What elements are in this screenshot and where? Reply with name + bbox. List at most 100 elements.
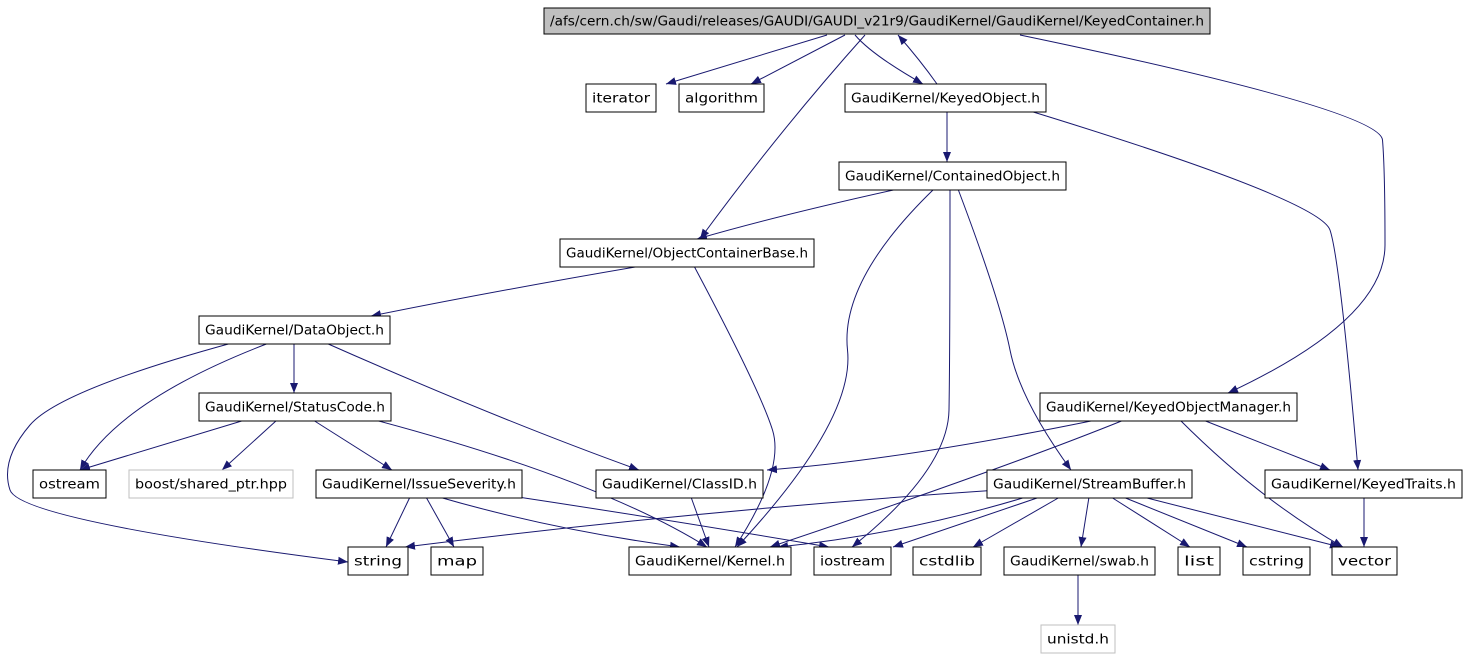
node-label: string <box>354 555 402 570</box>
node-ostream[interactable]: ostream <box>32 469 107 499</box>
node-label: algorithm <box>685 92 758 107</box>
edge-containedobject-to-kernel <box>736 188 935 548</box>
edge-streambuffer-to-swab <box>1078 496 1090 548</box>
edge-issueseverity-to-iostream <box>517 496 830 550</box>
node-box <box>585 83 657 113</box>
node-box <box>32 469 107 499</box>
node-containedobject[interactable]: GaudiKernel/ContainedObject.h <box>838 161 1067 191</box>
node-box <box>1039 392 1298 422</box>
node-label: /afs/cern.ch/sw/Gaudi/releases/GAUDI/GAU… <box>550 15 1204 30</box>
node-label: cstdlib <box>919 555 975 570</box>
node-label: GaudiKernel/KeyedObject.h <box>851 92 1040 107</box>
node-label: GaudiKernel/IssueSeverity.h <box>322 478 516 493</box>
node-box <box>813 546 892 576</box>
node-shared_ptr: boost/shared_ptr.hpp <box>128 469 294 499</box>
node-keyedcontainer[interactable]: /afs/cern.ch/sw/Gaudi/releases/GAUDI/GAU… <box>543 7 1211 35</box>
node-issueseverity[interactable]: GaudiKernel/IssueSeverity.h <box>315 469 523 499</box>
edge-keyedobjectmanager-to-keyedtraits <box>1202 419 1331 471</box>
node-box <box>912 546 982 576</box>
node-box <box>1040 624 1116 654</box>
node-objectcontainerbase[interactable]: GaudiKernel/ObjectContainerBase.h <box>559 238 815 268</box>
node-algorithm[interactable]: algorithm <box>678 83 765 113</box>
edge-keyedcontainer-to-algorithm <box>750 34 846 85</box>
edge-dataobject-to-classid <box>325 342 640 471</box>
node-label: GaudiKernel/ObjectContainerBase.h <box>566 247 808 262</box>
node-list[interactable]: list <box>1177 546 1221 576</box>
node-box <box>347 546 409 576</box>
node-label: map <box>437 555 477 570</box>
node-box <box>128 469 294 499</box>
node-box <box>198 392 392 422</box>
node-label: iostream <box>820 555 885 570</box>
node-box <box>595 469 764 499</box>
node-label: GaudiKernel/StatusCode.h <box>205 401 385 416</box>
node-iterator[interactable]: iterator <box>585 83 657 113</box>
node-box <box>543 7 1211 35</box>
edge-streambuffer-to-string <box>404 489 999 550</box>
edge-streambuffer-to-iostream <box>892 496 1041 548</box>
node-label: list <box>1184 555 1214 570</box>
edge-issueseverity-to-map <box>425 496 455 548</box>
edge-keyedobjectmanager-to-kernel <box>769 419 1125 548</box>
edge-streambuffer-to-vector <box>1142 496 1341 549</box>
node-label: GaudiKernel/Kernel.h <box>635 555 785 570</box>
node-vector[interactable]: vector <box>1331 546 1398 576</box>
edge-objectcontainerbase-to-dataobject <box>370 265 642 318</box>
node-box <box>986 469 1193 499</box>
node-box <box>838 161 1067 191</box>
node-label: vector <box>1338 555 1392 570</box>
edge-keyedobject-to-keyedcontainer <box>897 34 938 85</box>
edge-dataobject-to-string <box>7 342 349 565</box>
node-box <box>315 469 523 499</box>
node-unistd: unistd.h <box>1040 624 1116 654</box>
edge-statuscode-to-kernel <box>374 419 708 548</box>
node-kernel[interactable]: GaudiKernel/Kernel.h <box>628 546 792 576</box>
node-box <box>1264 469 1463 499</box>
node-box <box>430 546 484 576</box>
node-box <box>628 546 792 576</box>
edge-keyedcontainer-to-objectcontainerbase <box>699 34 866 240</box>
edge-statuscode-to-ostream <box>79 419 246 471</box>
edge-keyedcontainer-to-iterator <box>665 34 828 85</box>
node-box <box>559 238 815 268</box>
node-label: ostream <box>39 478 100 493</box>
edge-streambuffer-to-cstdlib <box>972 496 1061 548</box>
edge-issueseverity-to-string <box>385 496 411 548</box>
node-keyedtraits[interactable]: GaudiKernel/KeyedTraits.h <box>1264 469 1463 499</box>
edge-statuscode-to-issueseverity <box>312 419 393 471</box>
edge-keyedobject-to-keyedtraits <box>1029 110 1362 471</box>
node-box <box>1242 546 1311 576</box>
node-label: GaudiKernel/swab.h <box>1010 555 1149 570</box>
node-cstring[interactable]: cstring <box>1242 546 1311 576</box>
node-label: cstring <box>1249 555 1304 570</box>
node-label: GaudiKernel/ContainedObject.h <box>845 170 1060 185</box>
node-statuscode[interactable]: GaudiKernel/StatusCode.h <box>198 392 392 422</box>
node-classid[interactable]: GaudiKernel/ClassID.h <box>595 469 764 499</box>
edge-keyedcontainer-to-keyedobjectmanager <box>1019 34 1386 394</box>
node-iostream[interactable]: iostream <box>813 546 892 576</box>
edge-containedobject-to-iostream <box>851 188 951 548</box>
node-keyedobjectmanager[interactable]: GaudiKernel/KeyedObjectManager.h <box>1039 392 1298 422</box>
node-label: GaudiKernel/KeyedTraits.h <box>1271 478 1456 493</box>
node-label: GaudiKernel/DataObject.h <box>205 324 384 339</box>
edge-containedobject-to-objectcontainerbase <box>696 188 899 241</box>
edge-streambuffer-to-kernel <box>777 496 1027 551</box>
node-box <box>1177 546 1221 576</box>
node-streambuffer[interactable]: GaudiKernel/StreamBuffer.h <box>986 469 1193 499</box>
node-box <box>844 83 1047 113</box>
edge-statuscode-to-shared_ptr <box>221 419 278 471</box>
edge-streambuffer-to-list <box>1110 496 1191 548</box>
node-string[interactable]: string <box>347 546 409 576</box>
node-dataobject[interactable]: GaudiKernel/DataObject.h <box>198 315 391 345</box>
node-swab[interactable]: GaudiKernel/swab.h <box>1003 546 1156 576</box>
edge-classid-to-kernel <box>690 496 710 548</box>
node-keyedobject[interactable]: GaudiKernel/KeyedObject.h <box>844 83 1047 113</box>
edge-issueseverity-to-kernel <box>438 496 681 550</box>
node-label: GaudiKernel/StreamBuffer.h <box>993 478 1186 493</box>
node-map[interactable]: map <box>430 546 484 576</box>
edge-streambuffer-to-cstring <box>1122 496 1248 548</box>
node-cstdlib[interactable]: cstdlib <box>912 546 982 576</box>
edge-keyedobjectmanager-to-vector <box>1179 419 1344 548</box>
edge-objectcontainerbase-to-kernel <box>693 265 776 548</box>
